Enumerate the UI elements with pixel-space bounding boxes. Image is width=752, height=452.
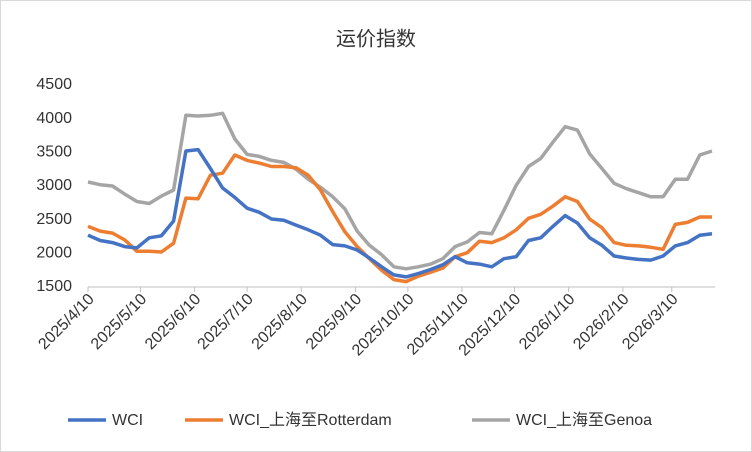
series-line [87,111,713,271]
legend-label: WCI_上海至Rotterdam [229,411,392,429]
y-tick-label: 1500 [36,278,72,295]
y-tick-label: 2000 [36,245,72,262]
y-tick-label: 4500 [36,76,72,93]
legend-label: WCI_上海至Genoa [516,411,652,429]
chart-title: 运价指数 [336,27,416,50]
y-tick-label: 3000 [36,177,72,194]
y-tick-label: 4000 [36,110,72,127]
series-line [87,153,712,284]
y-tick-label: 3500 [36,144,72,161]
y-tick-label: 2500 [36,211,72,228]
series-line [87,147,713,279]
legend-label: WCI [112,412,143,429]
